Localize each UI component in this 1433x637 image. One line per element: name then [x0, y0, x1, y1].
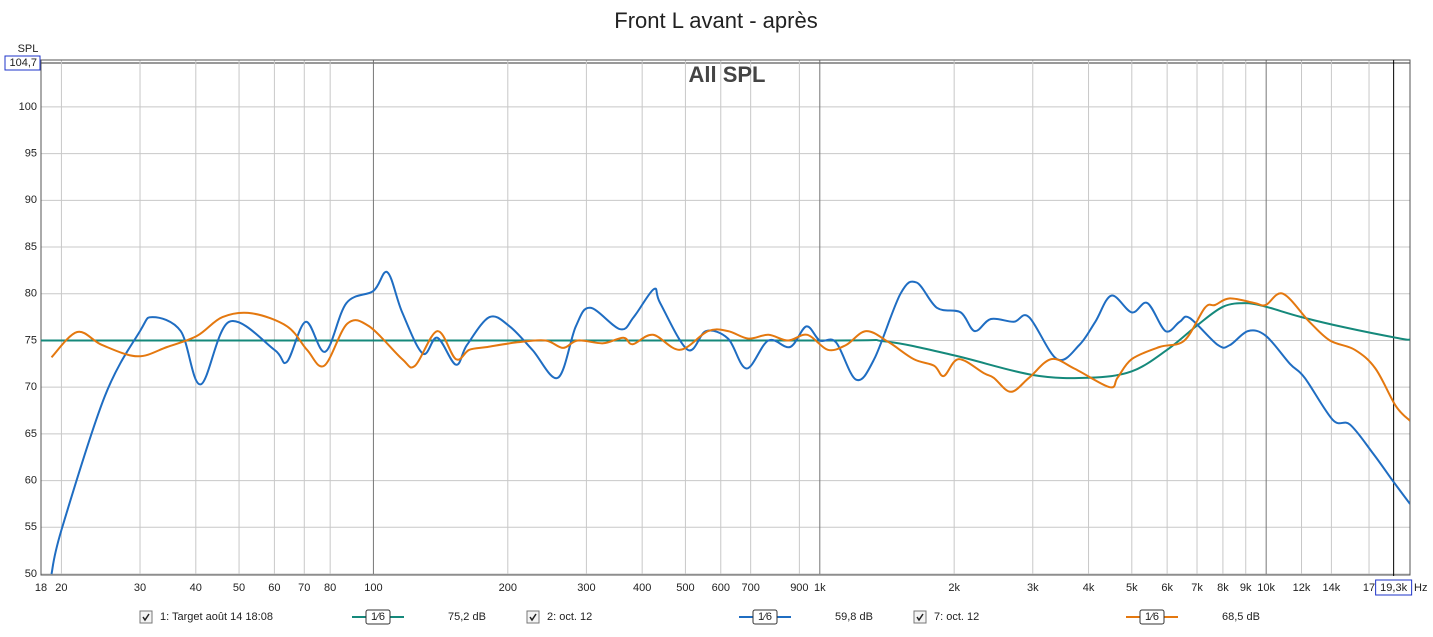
smoothing-label: 1⁄6 [1145, 611, 1159, 623]
checkmark [142, 613, 150, 622]
y-tick-label: 60 [25, 474, 37, 486]
y-axis-label: SPL [18, 43, 39, 55]
x-tick-label: 5k [1126, 582, 1138, 594]
x-tick-label: 300 [577, 582, 595, 594]
legend-label: 1: Target août 14 18:08 [160, 611, 273, 623]
x-tick-label: 4k [1083, 582, 1095, 594]
x-tick-label: 10k [1257, 582, 1275, 594]
legend-label: 7: oct. 12 [934, 611, 979, 623]
y-tick-label: 80 [25, 288, 37, 300]
plot-frame [40, 59, 1411, 576]
x-tick-label: 500 [676, 582, 694, 594]
y-tick-label: 55 [25, 521, 37, 533]
y-tick-label: 104,7 [9, 57, 37, 69]
legend-label: 2: oct. 12 [547, 611, 592, 623]
y-tick-label: 50 [25, 568, 37, 580]
x-tick-label: 9k [1240, 582, 1252, 594]
y-tick-label: 85 [25, 241, 37, 253]
smoothing-box[interactable] [365, 609, 391, 625]
x-tick-label: 6k [1161, 582, 1173, 594]
grid [40, 60, 1410, 575]
x-tick-label: 14k [1323, 582, 1341, 594]
x-tick-label: 18 [35, 582, 47, 594]
x-tick-label: 2k [948, 582, 960, 594]
y-tick-label: 70 [25, 381, 37, 393]
x-tick-label: 12k [1293, 582, 1311, 594]
legend-readout: 75,2 dB [448, 611, 486, 623]
x-tick-label: 60 [268, 582, 280, 594]
legend-readout: 59,8 dB [835, 611, 873, 623]
series-line [50, 292, 1410, 422]
cursor-label: 19,3k [1380, 582, 1407, 594]
x-tick-label: 50 [233, 582, 245, 594]
smoothing-box[interactable] [752, 609, 778, 625]
series-line [50, 270, 1410, 575]
y-tick-label: 75 [25, 334, 37, 346]
y-tick-label: 95 [25, 148, 37, 160]
chart-title: Front L avant - après [614, 8, 817, 33]
x-tick-label: 100 [364, 582, 382, 594]
smoothing-label: 1⁄6 [758, 611, 772, 623]
x-tick-label: 900 [790, 582, 808, 594]
checkmark [529, 613, 537, 622]
checkbox[interactable] [913, 610, 927, 624]
series-line [41, 302, 1410, 380]
checkmark [916, 613, 924, 622]
legend-readout: 68,5 dB [1222, 611, 1260, 623]
subtitle: All SPL [688, 62, 765, 87]
checkbox[interactable] [139, 610, 153, 624]
checkbox[interactable] [526, 610, 540, 624]
x-tick-label: 7k [1191, 582, 1203, 594]
x-tick-label: 40 [190, 582, 202, 594]
cursor-box [1375, 579, 1413, 596]
x-tick-label: 1k [814, 582, 826, 594]
x-tick-label: 400 [633, 582, 651, 594]
x-tick-label: 17 [1363, 582, 1375, 594]
x-tick-label: 8k [1217, 582, 1229, 594]
x-tick-label: 3k [1027, 582, 1039, 594]
smoothing-label: 1⁄6 [371, 611, 385, 623]
x-tick-label: 20 [55, 582, 67, 594]
y-tick-label: 90 [25, 194, 37, 206]
y-tick-label: 100 [19, 101, 37, 113]
x-tick-label: 700 [741, 582, 759, 594]
x-tick-label: 30 [134, 582, 146, 594]
x-tick-label: 600 [712, 582, 730, 594]
x-tick-label: 200 [499, 582, 517, 594]
y-tick-label: 65 [25, 428, 37, 440]
x-tick-label: 70 [298, 582, 310, 594]
x-axis-label: Hz [1414, 582, 1427, 594]
y-tick-box [4, 55, 41, 71]
x-tick-label: 80 [324, 582, 336, 594]
smoothing-box[interactable] [1139, 609, 1165, 625]
